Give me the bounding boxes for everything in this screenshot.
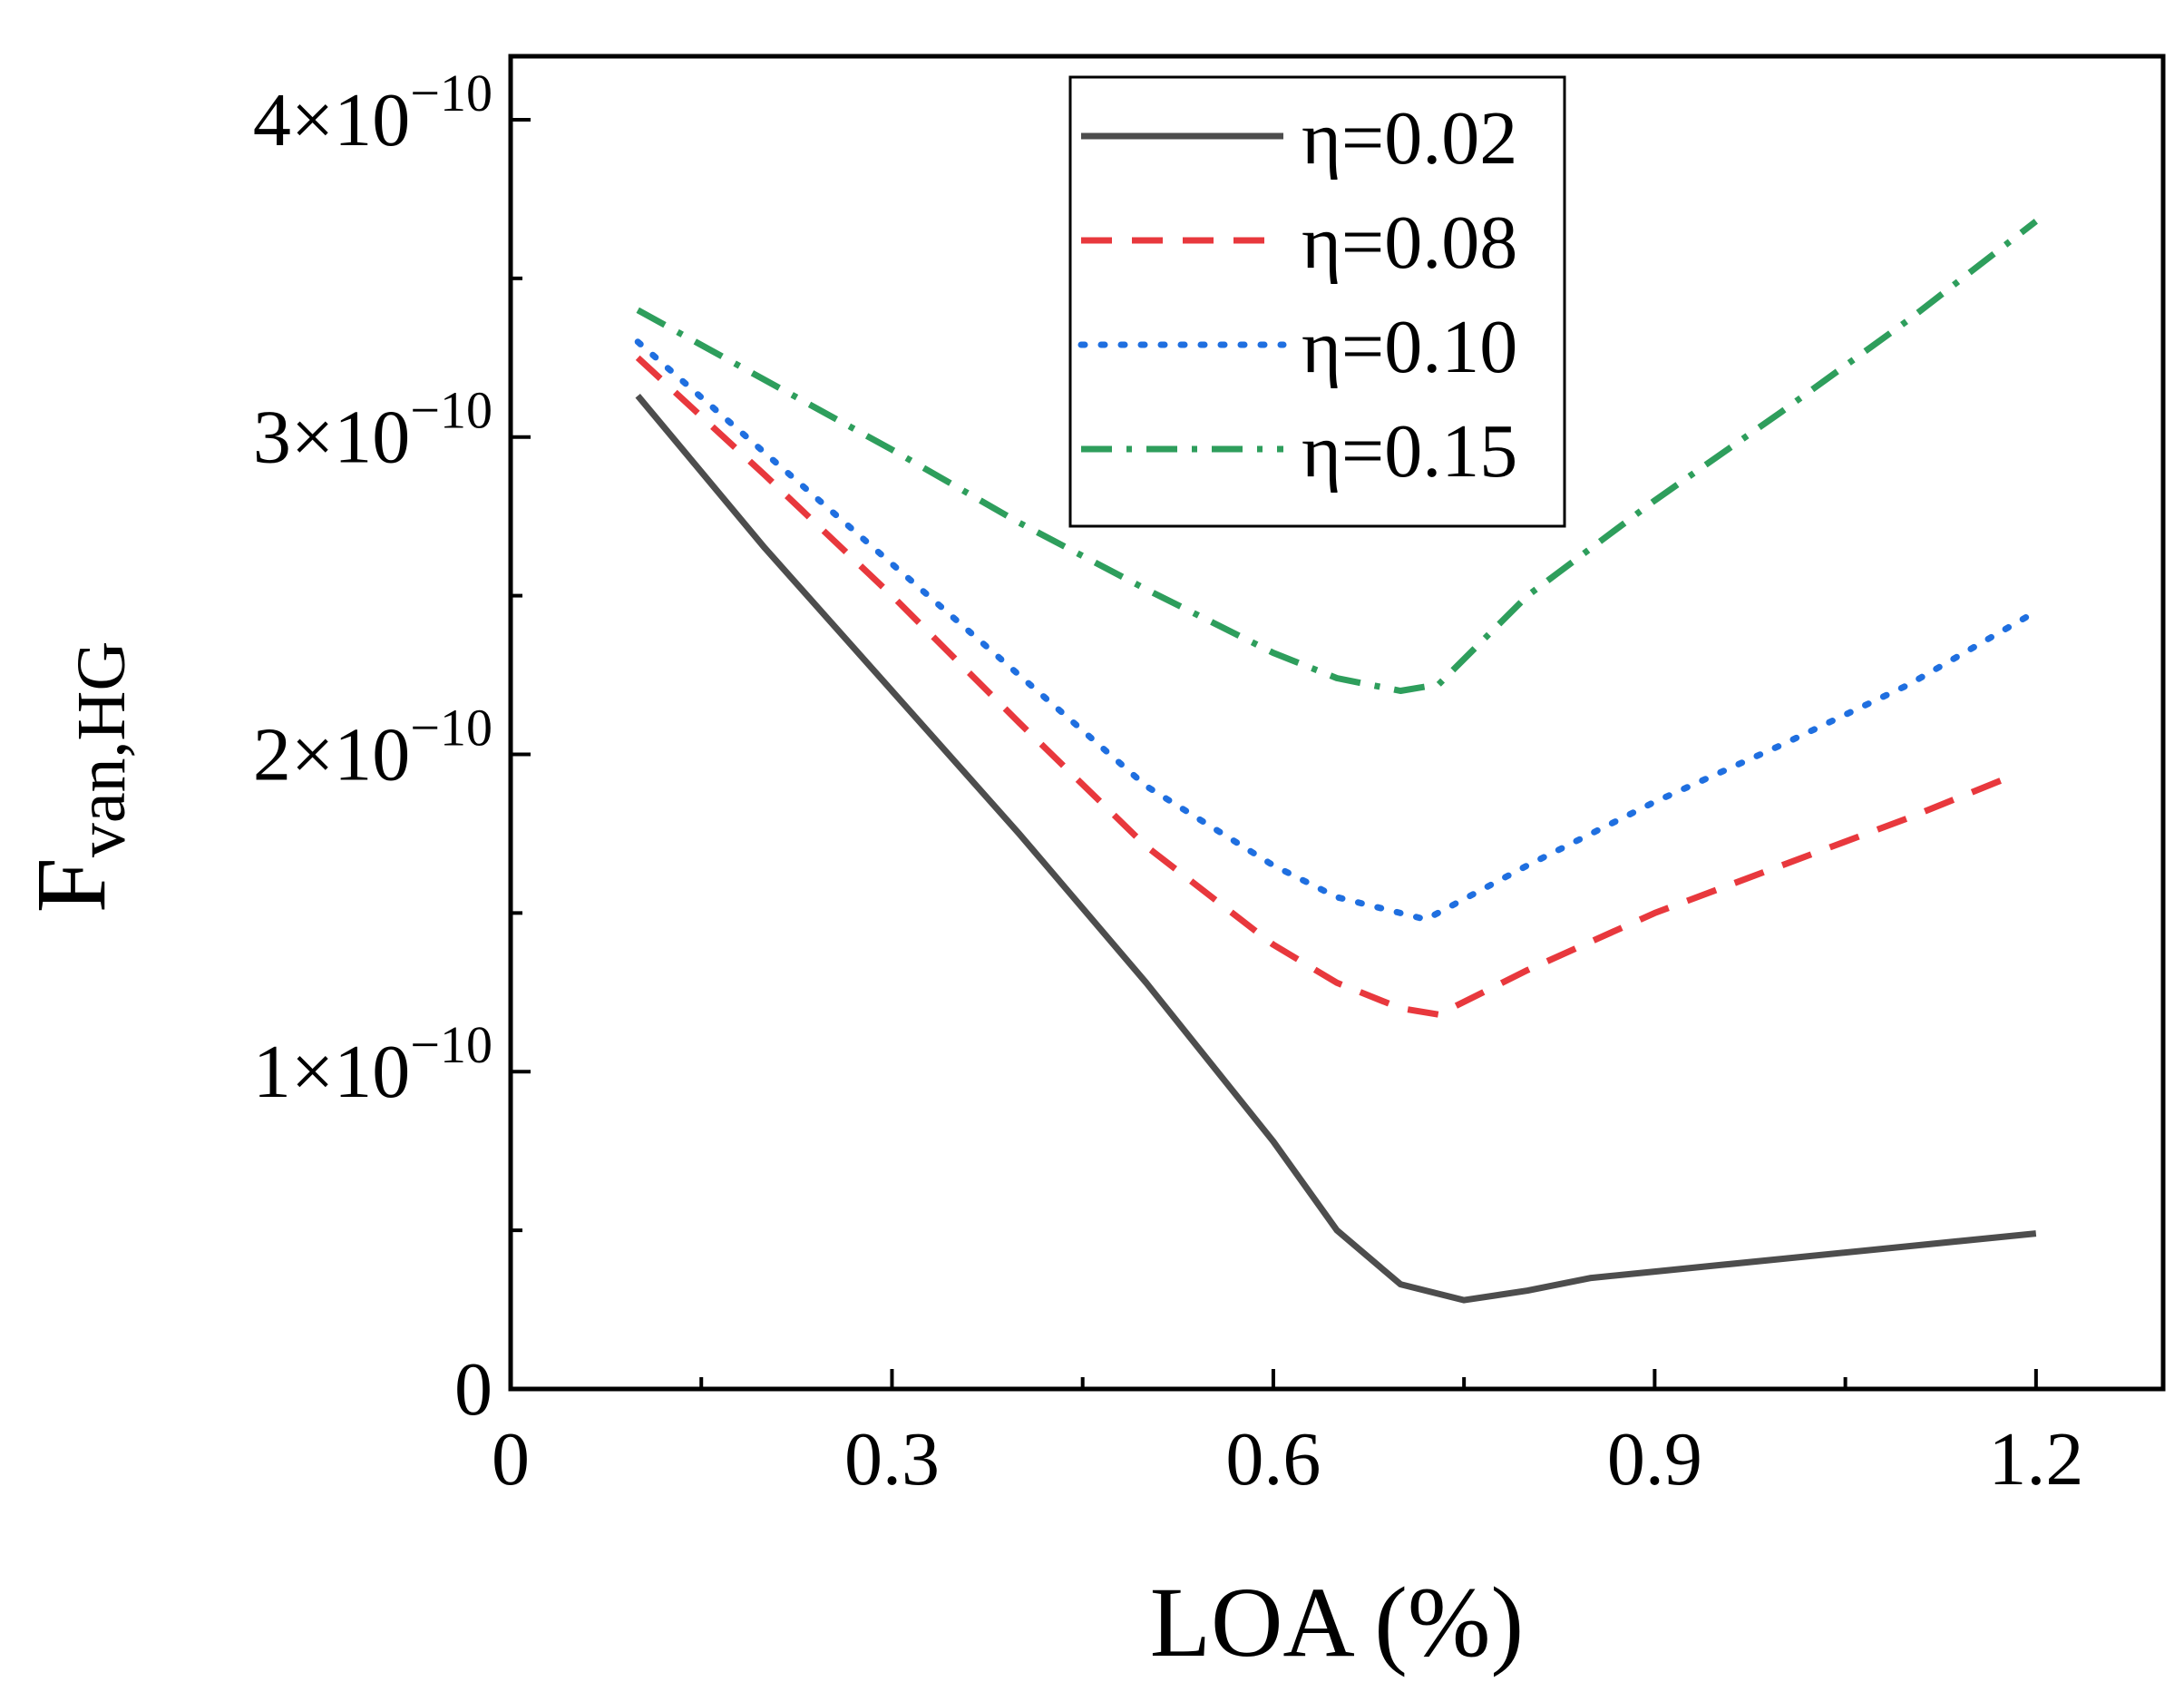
x-tick-label: 0: [492, 1417, 530, 1501]
y-tick-mantissa: 4×10: [253, 78, 410, 162]
series-line-2: [635, 355, 2013, 1018]
y-tick-label: 4×10−10: [253, 64, 492, 162]
x-tick-label: 0.9: [1607, 1417, 1702, 1501]
y-tick-mantissa: 0: [454, 1347, 492, 1432]
plot-frame: [508, 54, 2166, 1392]
series-line-4: [636, 219, 2038, 694]
x-axis-title: LOA (%): [1150, 1567, 1524, 1677]
y-tick-exponent: −10: [410, 1015, 492, 1074]
y-tick-label: 1×10−10: [253, 1015, 492, 1114]
y-tick-mantissa: 3×10: [253, 396, 410, 480]
y-tick-exponent: −10: [410, 698, 492, 757]
y-axis-title-subscript: van,HG: [63, 641, 140, 858]
legend-label-4: η=0.15: [1302, 409, 1517, 494]
y-tick-mantissa: 2×10: [253, 712, 410, 797]
axis-ticks: 0 0.3 0.6 0.9 1.201×10−102×10−103×10−104×10−…: [253, 64, 2083, 1501]
series-line-3: [634, 338, 2040, 923]
series-line-1: [635, 393, 2037, 1304]
legend-label-2: η=0.08: [1302, 200, 1517, 285]
y-axis-title: Fvan,HG: [15, 641, 140, 914]
x-tick-label: 1.2: [1988, 1417, 2083, 1501]
y-tick-exponent: −10: [410, 381, 492, 440]
y-tick-label: 3×10−10: [253, 381, 492, 480]
legend: η=0.02 η=0.08 η=0.10 η=0.15: [1068, 75, 1566, 528]
y-axis-title-main: F: [15, 857, 126, 913]
y-tick-label: 0: [454, 1347, 492, 1432]
legend-label-1: η=0.02: [1302, 96, 1517, 181]
y-tick-label: 2×10−10: [253, 698, 492, 797]
x-tick-label: 0.3: [844, 1417, 940, 1501]
y-tick-exponent: −10: [410, 64, 492, 122]
y-tick-mantissa: 1×10: [253, 1030, 410, 1114]
x-tick-label: 0.6: [1225, 1417, 1321, 1501]
data-series: [634, 219, 2040, 1304]
legend-label-3: η=0.10: [1302, 305, 1517, 389]
